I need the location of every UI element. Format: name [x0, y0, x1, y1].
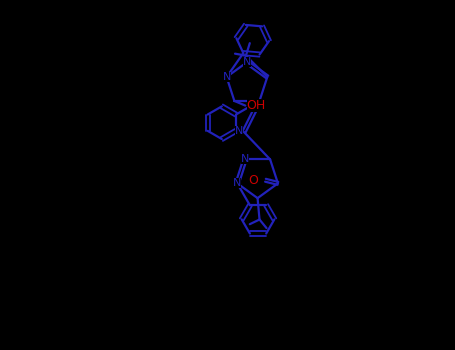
- Text: OH: OH: [247, 99, 266, 112]
- Text: N: N: [222, 72, 231, 82]
- Text: N: N: [241, 154, 249, 164]
- Text: N: N: [233, 178, 242, 188]
- Text: O: O: [248, 174, 258, 187]
- Text: N: N: [235, 126, 243, 136]
- Text: N: N: [243, 57, 251, 67]
